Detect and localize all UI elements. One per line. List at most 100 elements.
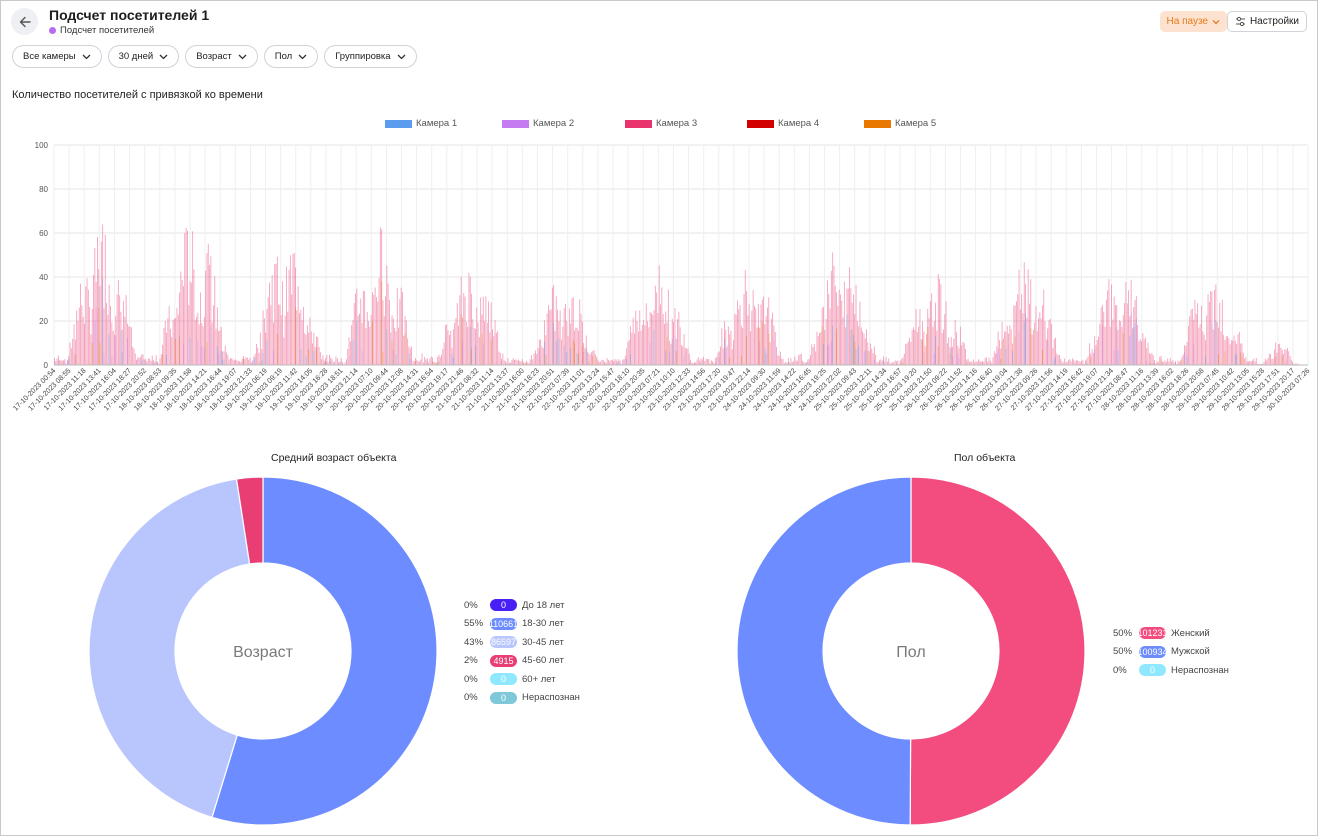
series-bar	[871, 348, 873, 365]
series-bar	[451, 348, 453, 365]
legend-row[interactable]: 0% 0 Нераспознан	[464, 689, 580, 708]
series-bar	[240, 362, 242, 365]
series-bar	[768, 333, 770, 365]
settings-button[interactable]: Настройки	[1226, 11, 1307, 32]
series-bar	[1215, 284, 1217, 365]
legend-row[interactable]: 0% 0 60+ лет	[464, 670, 580, 689]
series-bar	[1085, 360, 1086, 365]
series-bar	[69, 342, 71, 365]
series-bar	[1138, 341, 1140, 365]
legend-count-badge: 4915	[490, 654, 517, 667]
series-bar	[875, 354, 877, 365]
series-bar	[611, 363, 613, 365]
series-bar	[403, 335, 405, 365]
page-header: Подсчет посетителей 1 Подсчет посетителе…	[11, 7, 1307, 39]
series-bar	[604, 363, 605, 365]
series-bar	[201, 346, 203, 365]
series-bar	[982, 362, 983, 365]
filter-period[interactable]: 30 дней	[107, 45, 180, 68]
series-bar	[1000, 358, 1002, 365]
filter-cameras[interactable]: Все камеры	[12, 45, 102, 68]
series-bar	[413, 361, 415, 365]
series-bar	[559, 310, 561, 365]
series-bar	[609, 361, 611, 365]
legend-item-camera-1[interactable]: Камера 1	[385, 118, 457, 129]
pause-status-button[interactable]: На паузе	[1159, 11, 1227, 32]
series-bar	[365, 328, 367, 365]
series-bar	[935, 336, 936, 365]
series-bar	[223, 351, 225, 365]
series-bar	[253, 356, 255, 365]
filter-age[interactable]: Возраст	[185, 45, 258, 68]
series-bar	[216, 346, 218, 365]
series-bar	[933, 353, 935, 365]
series-bar	[565, 304, 566, 365]
series-bar	[561, 339, 562, 365]
series-bar	[89, 307, 91, 365]
legend-row[interactable]: 0% 0 Нераспознан	[1113, 661, 1229, 680]
series-bar	[373, 294, 375, 365]
series-bar	[1241, 356, 1243, 365]
series-bar	[1065, 362, 1067, 365]
series-bar	[688, 362, 690, 365]
series-bar	[763, 296, 764, 365]
series-bar	[966, 359, 968, 365]
timeline-legend: Камера 1 Камера 2 Камера 3 Камера 4 Каме…	[1, 118, 1318, 132]
legend-label: 60+ лет	[522, 673, 556, 685]
series-bar	[548, 305, 549, 365]
series-bar	[176, 307, 178, 365]
legend-item-camera-3[interactable]: Камера 3	[625, 118, 697, 129]
legend-row[interactable]: 0% 0 До 18 лет	[464, 596, 580, 615]
series-bar	[254, 353, 256, 365]
series-bar	[111, 356, 113, 365]
legend-item-camera-2[interactable]: Камера 2	[502, 118, 574, 129]
series-bar	[902, 362, 904, 365]
series-bar	[1206, 315, 1208, 365]
series-bar	[674, 336, 676, 365]
series-bar	[1094, 336, 1096, 365]
series-bar	[669, 340, 671, 365]
chevron-down-icon	[397, 54, 406, 59]
series-bar	[905, 343, 907, 365]
filter-grouping[interactable]: Группировка	[324, 45, 417, 68]
series-bar	[1004, 331, 1006, 365]
series-bar	[459, 295, 461, 365]
series-bar	[1297, 363, 1299, 365]
series-bar	[967, 358, 969, 365]
series-bar	[167, 318, 169, 365]
series-bar	[581, 345, 583, 365]
series-bar	[1112, 319, 1114, 365]
series-bar	[914, 330, 916, 365]
legend-row[interactable]: 50% 101231 Женский	[1113, 624, 1229, 643]
series-bar	[864, 350, 866, 365]
series-bar	[957, 353, 959, 365]
series-bar	[802, 360, 804, 365]
series-bar	[1177, 360, 1179, 365]
series-bar	[325, 361, 326, 365]
series-bar	[1288, 351, 1290, 365]
series-bar	[1198, 327, 1200, 365]
series-bar	[1059, 355, 1060, 365]
legend-row[interactable]: 50% 100934 Мужской	[1113, 643, 1229, 662]
series-bar	[197, 340, 199, 365]
series-bar	[700, 358, 702, 365]
legend-row[interactable]: 55% 110661 18-30 лет	[464, 615, 580, 634]
series-bar	[546, 313, 548, 365]
series-bar	[1240, 343, 1242, 365]
legend-row[interactable]: 2% 4915 45-60 лет	[464, 652, 580, 671]
filter-gender[interactable]: Пол	[263, 45, 319, 68]
legend-item-camera-5[interactable]: Камера 5	[864, 118, 936, 129]
series-bar	[579, 299, 581, 365]
series-bar	[168, 306, 170, 365]
series-bar	[475, 345, 476, 365]
series-bar	[1017, 294, 1019, 365]
back-button[interactable]	[11, 8, 38, 35]
series-bar	[948, 337, 950, 365]
series-bar	[589, 354, 591, 365]
series-bar	[291, 294, 293, 365]
series-bar	[378, 278, 380, 365]
legend-item-camera-4[interactable]: Камера 4	[747, 118, 819, 129]
series-bar	[458, 325, 459, 365]
series-bar	[770, 318, 772, 365]
legend-row[interactable]: 43% 86597 30-45 лет	[464, 633, 580, 652]
